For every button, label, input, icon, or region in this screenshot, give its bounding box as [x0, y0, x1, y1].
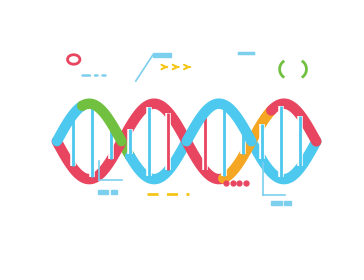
Bar	[271, 201, 282, 205]
Bar	[111, 190, 117, 194]
Bar	[98, 190, 108, 194]
Bar	[153, 53, 171, 57]
Bar	[284, 201, 290, 205]
